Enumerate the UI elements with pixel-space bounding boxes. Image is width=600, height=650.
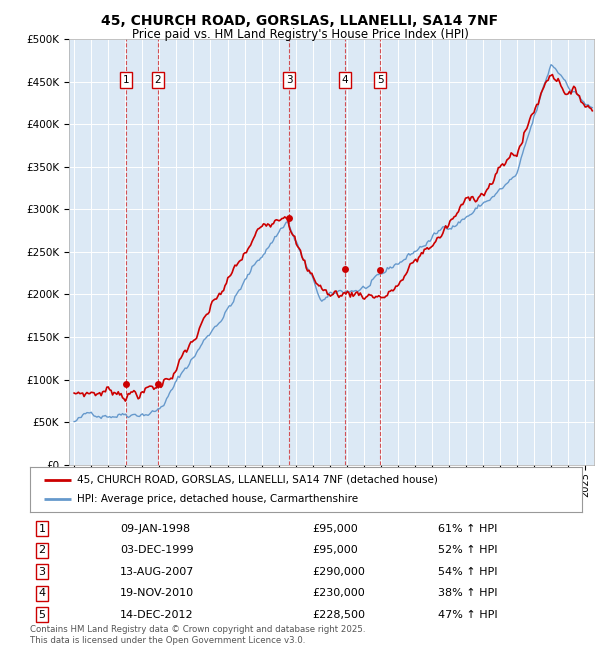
Text: £230,000: £230,000: [312, 588, 365, 598]
Text: 2: 2: [38, 545, 46, 555]
Text: 5: 5: [377, 75, 383, 85]
Text: 09-JAN-1998: 09-JAN-1998: [120, 524, 190, 534]
Text: £290,000: £290,000: [312, 567, 365, 577]
Text: 13-AUG-2007: 13-AUG-2007: [120, 567, 194, 577]
Text: 54% ↑ HPI: 54% ↑ HPI: [438, 567, 497, 577]
Text: 03-DEC-1999: 03-DEC-1999: [120, 545, 194, 555]
Text: Contains HM Land Registry data © Crown copyright and database right 2025.
This d: Contains HM Land Registry data © Crown c…: [30, 625, 365, 645]
Text: 47% ↑ HPI: 47% ↑ HPI: [438, 610, 497, 619]
Text: 3: 3: [286, 75, 293, 85]
Text: 45, CHURCH ROAD, GORSLAS, LLANELLI, SA14 7NF: 45, CHURCH ROAD, GORSLAS, LLANELLI, SA14…: [101, 14, 499, 29]
Text: 14-DEC-2012: 14-DEC-2012: [120, 610, 194, 619]
Text: Price paid vs. HM Land Registry's House Price Index (HPI): Price paid vs. HM Land Registry's House …: [131, 28, 469, 41]
Text: £228,500: £228,500: [312, 610, 365, 619]
Text: HPI: Average price, detached house, Carmarthenshire: HPI: Average price, detached house, Carm…: [77, 494, 358, 504]
Text: 19-NOV-2010: 19-NOV-2010: [120, 588, 194, 598]
Text: 3: 3: [38, 567, 46, 577]
Text: 1: 1: [122, 75, 129, 85]
Text: 38% ↑ HPI: 38% ↑ HPI: [438, 588, 497, 598]
Text: 4: 4: [38, 588, 46, 598]
Text: £95,000: £95,000: [312, 545, 358, 555]
Text: 5: 5: [38, 610, 46, 619]
Text: 4: 4: [341, 75, 348, 85]
Text: 1: 1: [38, 524, 46, 534]
Text: 52% ↑ HPI: 52% ↑ HPI: [438, 545, 497, 555]
Text: 2: 2: [155, 75, 161, 85]
Text: 61% ↑ HPI: 61% ↑ HPI: [438, 524, 497, 534]
Text: £95,000: £95,000: [312, 524, 358, 534]
Text: 45, CHURCH ROAD, GORSLAS, LLANELLI, SA14 7NF (detached house): 45, CHURCH ROAD, GORSLAS, LLANELLI, SA14…: [77, 474, 438, 485]
